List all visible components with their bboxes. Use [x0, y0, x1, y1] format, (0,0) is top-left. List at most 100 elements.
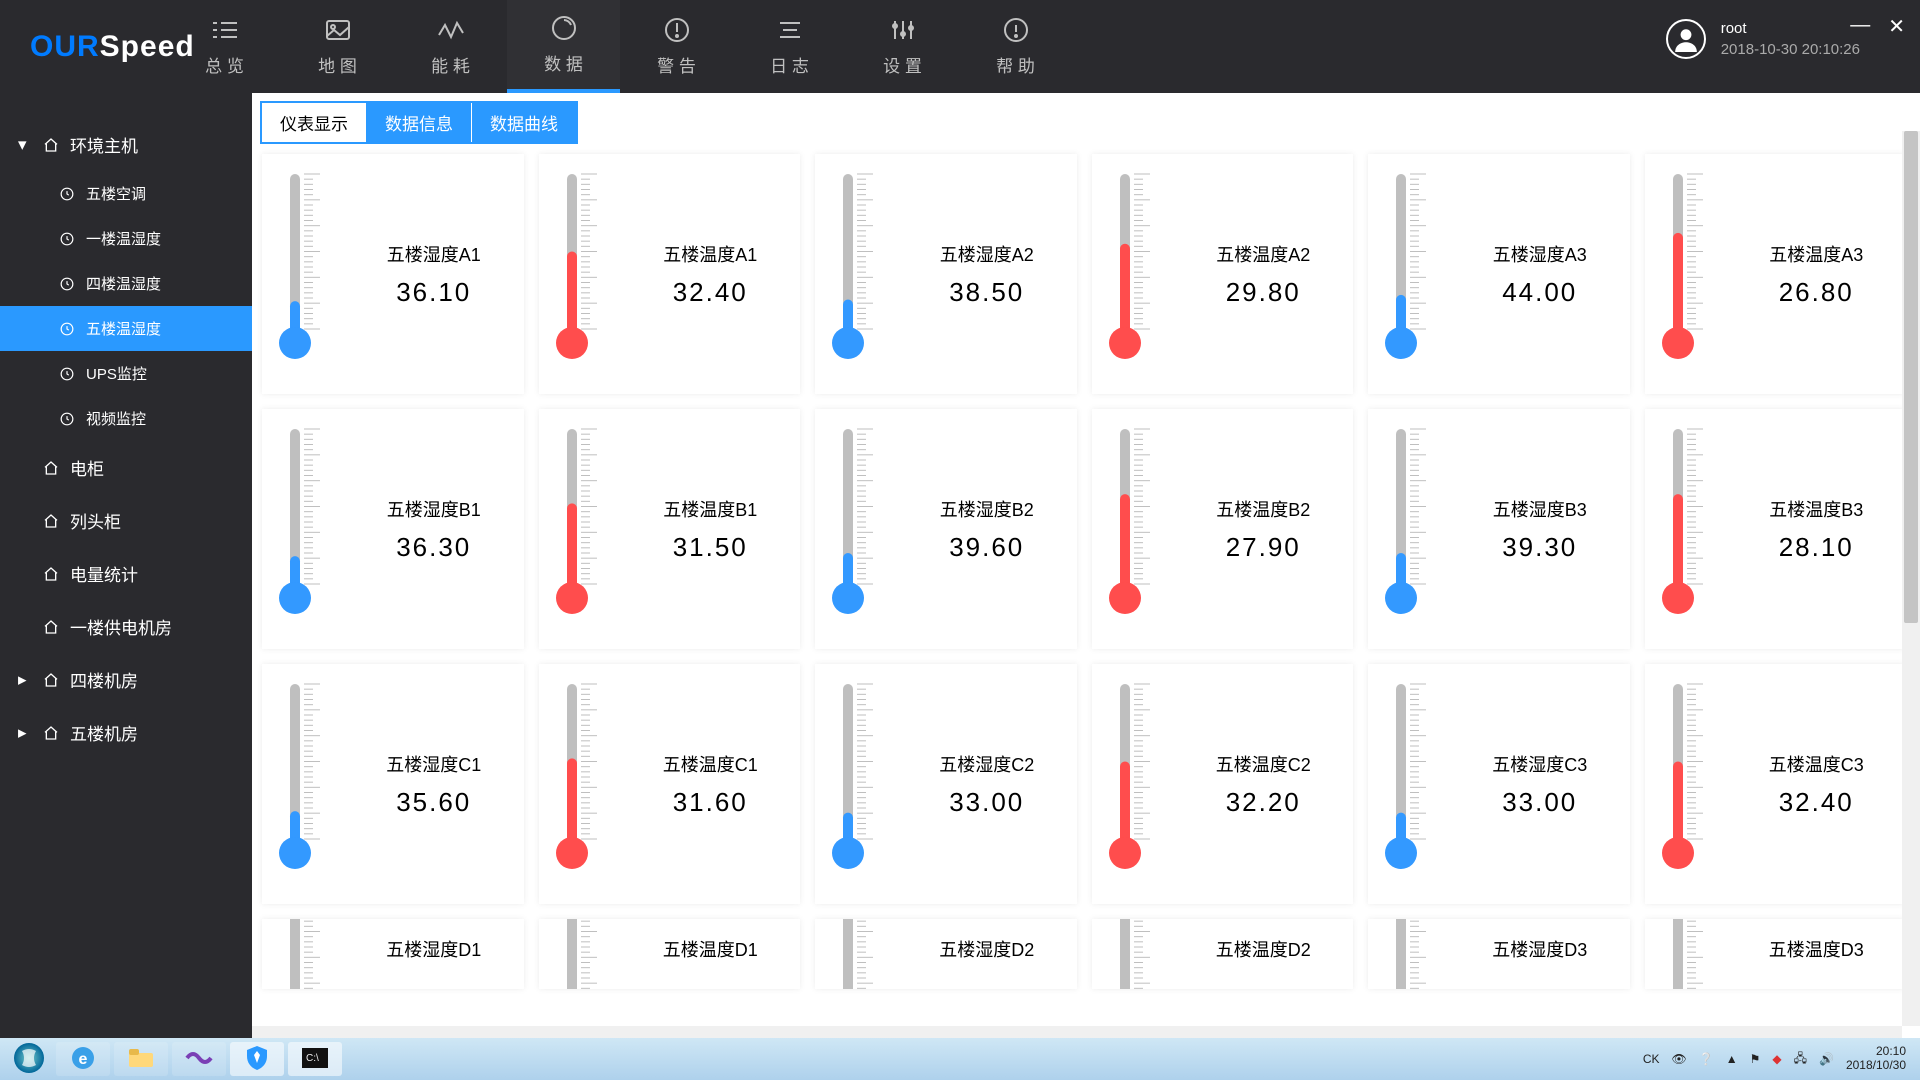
- nav-item-data[interactable]: 数 据: [507, 0, 620, 93]
- tab[interactable]: 数据信息: [367, 103, 472, 142]
- map-icon: [324, 16, 352, 44]
- tray-network-icon[interactable]: 🖧: [1794, 1049, 1807, 1070]
- sensor-card[interactable]: 五楼湿度A3 44.00: [1368, 154, 1630, 394]
- content-area: 仪表显示数据信息数据曲线 五楼湿度A1 36.10 五楼温度A1 32.40 五…: [252, 93, 1920, 1038]
- sidebar-group-env[interactable]: ▾环境主机: [0, 118, 252, 171]
- thermometer-wrap: [1645, 154, 1727, 394]
- clock-icon: [58, 410, 76, 428]
- card-text: 五楼温度A3 26.80: [1727, 241, 1907, 308]
- sensor-card[interactable]: 五楼温度D1: [539, 919, 801, 989]
- sensor-card[interactable]: 五楼温度A3 26.80: [1645, 154, 1907, 394]
- sensor-card[interactable]: 五楼温度B2 27.90: [1092, 409, 1354, 649]
- sensor-card[interactable]: 五楼湿度B1 36.30: [262, 409, 524, 649]
- sidebar-group[interactable]: 电柜: [0, 441, 252, 494]
- sensor-card[interactable]: 五楼温度C1 31.60: [539, 664, 801, 904]
- nav-item-logs[interactable]: 日 志: [733, 0, 846, 93]
- sensor-label: 五楼湿度D2: [897, 936, 1077, 962]
- nav-item-alert[interactable]: 警 告: [620, 0, 733, 93]
- tray-up-icon[interactable]: ▲: [1726, 1052, 1738, 1066]
- sidebar-group[interactable]: 电量统计: [0, 547, 252, 600]
- tab[interactable]: 仪表显示: [262, 103, 367, 142]
- sensor-value: 32.20: [1174, 787, 1354, 818]
- sensor-card[interactable]: 五楼温度D3: [1645, 919, 1907, 989]
- sensor-value: 44.00: [1450, 277, 1630, 308]
- tab[interactable]: 数据曲线: [472, 103, 576, 142]
- thermometer-wrap: [539, 664, 621, 904]
- home-icon: [42, 459, 60, 477]
- ime-indicator[interactable]: CK: [1643, 1052, 1660, 1066]
- card-text: 五楼温度B1 31.50: [621, 496, 801, 563]
- card-text: 五楼湿度A2 38.50: [897, 241, 1077, 308]
- sensor-card[interactable]: 五楼湿度C3 33.00: [1368, 664, 1630, 904]
- sensor-card[interactable]: 五楼湿度A1 36.10: [262, 154, 524, 394]
- nav-item-overview[interactable]: 总 览: [168, 0, 281, 93]
- tray-flag-icon[interactable]: ⚑: [1750, 1052, 1761, 1066]
- tabs: 仪表显示数据信息数据曲线: [260, 101, 578, 144]
- sensor-card[interactable]: 五楼湿度D1: [262, 919, 524, 989]
- nav-label: 设 置: [883, 52, 922, 77]
- sensor-card[interactable]: 五楼温度D2: [1092, 919, 1354, 989]
- sensor-card[interactable]: 五楼湿度C2 33.00: [815, 664, 1077, 904]
- tray-help-icon[interactable]: ❔: [1699, 1052, 1714, 1066]
- sidebar-group[interactable]: ▸五楼机房: [0, 706, 252, 759]
- card-text: 五楼温度D1: [621, 936, 801, 972]
- sidebar-group[interactable]: 一楼供电机房: [0, 600, 252, 653]
- taskbar-app-terminal[interactable]: C:\: [288, 1042, 342, 1076]
- tray-volume-icon[interactable]: 🔊: [1819, 1052, 1834, 1066]
- sidebar-item[interactable]: 五楼温湿度: [0, 306, 252, 351]
- scrollbar-thumb[interactable]: [1904, 131, 1918, 623]
- minimize-button[interactable]: —: [1850, 14, 1870, 39]
- thermometer-wrap: [815, 409, 897, 649]
- sensor-card[interactable]: 五楼温度C2 32.20: [1092, 664, 1354, 904]
- sensor-card[interactable]: 五楼温度A1 32.40: [539, 154, 801, 394]
- sensor-card[interactable]: 五楼湿度D2: [815, 919, 1077, 989]
- sensor-card[interactable]: 五楼温度B1 31.50: [539, 409, 801, 649]
- nav-item-map[interactable]: 地 图: [281, 0, 394, 93]
- nav-item-help[interactable]: 帮 助: [959, 0, 1072, 93]
- sensor-card[interactable]: 五楼温度A2 29.80: [1092, 154, 1354, 394]
- thermometer-wrap: [815, 919, 897, 989]
- horizontal-scrollbar[interactable]: [252, 1026, 1902, 1038]
- settings-icon: [889, 16, 917, 44]
- sensor-value: 36.30: [344, 532, 524, 563]
- nav-item-settings[interactable]: 设 置: [846, 0, 959, 93]
- sensor-card[interactable]: 五楼温度B3 28.10: [1645, 409, 1907, 649]
- thermometer-wrap: [1645, 664, 1727, 904]
- tray-eye-icon[interactable]: 👁: [1672, 1052, 1687, 1066]
- user-datetime: 2018-10-30 20:10:26: [1721, 39, 1860, 60]
- sensor-value: 33.00: [1450, 787, 1630, 818]
- home-icon: [42, 512, 60, 530]
- taskbar-app-explorer[interactable]: [114, 1042, 168, 1076]
- card-text: 五楼湿度B1 36.30: [344, 496, 524, 563]
- sensor-card[interactable]: 五楼湿度A2 38.50: [815, 154, 1077, 394]
- start-icon: [12, 1041, 46, 1078]
- taskbar-clock[interactable]: 20:10 2018/10/30: [1846, 1045, 1912, 1073]
- sensor-card[interactable]: 五楼湿度D3: [1368, 919, 1630, 989]
- sidebar-item[interactable]: 四楼温湿度: [0, 261, 252, 306]
- sidebar-item[interactable]: 视频监控: [0, 396, 252, 441]
- tray-status-icon[interactable]: ◆: [1772, 1052, 1781, 1066]
- taskbar-app-ie[interactable]: e: [56, 1042, 110, 1076]
- sensor-card[interactable]: 五楼湿度C1 35.60: [262, 664, 524, 904]
- user-block[interactable]: root 2018-10-30 20:10:26: [1666, 18, 1860, 60]
- content-scroll[interactable]: 五楼湿度A1 36.10 五楼温度A1 32.40 五楼湿度A2 38.50 五…: [252, 144, 1920, 1038]
- card-text: 五楼温度C3 32.40: [1727, 751, 1907, 818]
- sensor-card[interactable]: 五楼湿度B3 39.30: [1368, 409, 1630, 649]
- sensor-card[interactable]: 五楼湿度B2 39.60: [815, 409, 1077, 649]
- sidebar-group[interactable]: 列头柜: [0, 494, 252, 547]
- taskbar-app-shield[interactable]: [230, 1042, 284, 1076]
- taskbar-app-start[interactable]: [6, 1042, 52, 1076]
- taskbar-app-vs[interactable]: [172, 1042, 226, 1076]
- thermometer-wrap: [1368, 919, 1450, 989]
- sensor-card[interactable]: 五楼温度C3 32.40: [1645, 664, 1907, 904]
- nav-item-energy[interactable]: 能 耗: [394, 0, 507, 93]
- vertical-scrollbar[interactable]: [1902, 131, 1920, 1026]
- sidebar-item[interactable]: 一楼温湿度: [0, 216, 252, 261]
- thermometer-icon: [545, 419, 615, 639]
- user-text: root 2018-10-30 20:10:26: [1721, 18, 1860, 60]
- sidebar-group[interactable]: ▸四楼机房: [0, 653, 252, 706]
- close-button[interactable]: ✕: [1888, 14, 1905, 39]
- sidebar-item[interactable]: 五楼空调: [0, 171, 252, 216]
- sidebar-item[interactable]: UPS监控: [0, 351, 252, 396]
- sensor-label: 五楼温度B2: [1174, 496, 1354, 522]
